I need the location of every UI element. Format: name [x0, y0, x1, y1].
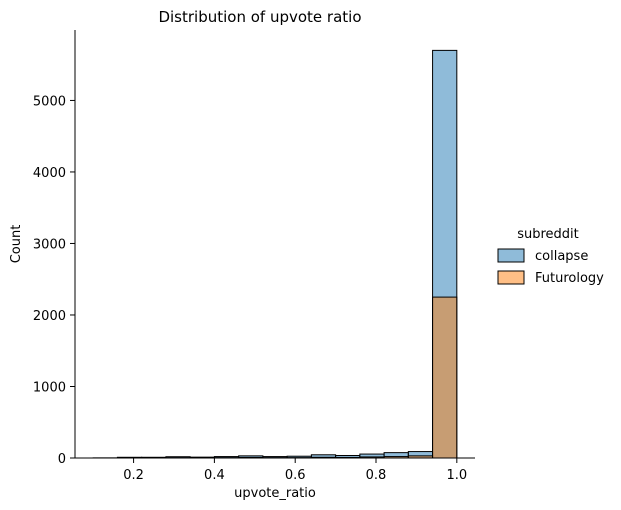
chart-title: Distribution of upvote ratio [158, 8, 361, 26]
x-tick-label: 1.0 [446, 468, 467, 483]
y-axis-title: Count [9, 225, 24, 264]
x-tick-label: 0.8 [366, 468, 387, 483]
y-tick-label: 5000 [33, 94, 66, 109]
legend-label-collapse: collapse [535, 249, 588, 264]
x-tick-label: 0.6 [285, 468, 306, 483]
y-tick-label: 4000 [33, 166, 66, 181]
legend-swatch-futurology [497, 270, 525, 285]
bars-group [92, 49, 458, 459]
x-tick-label: 0.4 [204, 468, 225, 483]
legend: subreddit collapse Futurology [497, 227, 604, 286]
y-ticks-group: 0 1000 2000 3000 4000 5000 [33, 94, 75, 467]
legend-swatch-collapse [497, 248, 525, 263]
y-tick-label: 2000 [33, 309, 66, 324]
y-tick-label: 0 [58, 452, 66, 467]
x-axis-title: upvote_ratio [234, 486, 316, 501]
y-tick-label: 3000 [33, 237, 66, 252]
legend-label-futurology: Futurology [535, 271, 604, 286]
bar-futurology-14 [432, 296, 458, 459]
y-tick-label: 1000 [33, 380, 66, 395]
legend-title: subreddit [517, 227, 579, 242]
x-tick-label: 0.2 [123, 468, 144, 483]
x-ticks-group: 0.2 0.4 0.6 0.8 1.0 [123, 458, 467, 483]
